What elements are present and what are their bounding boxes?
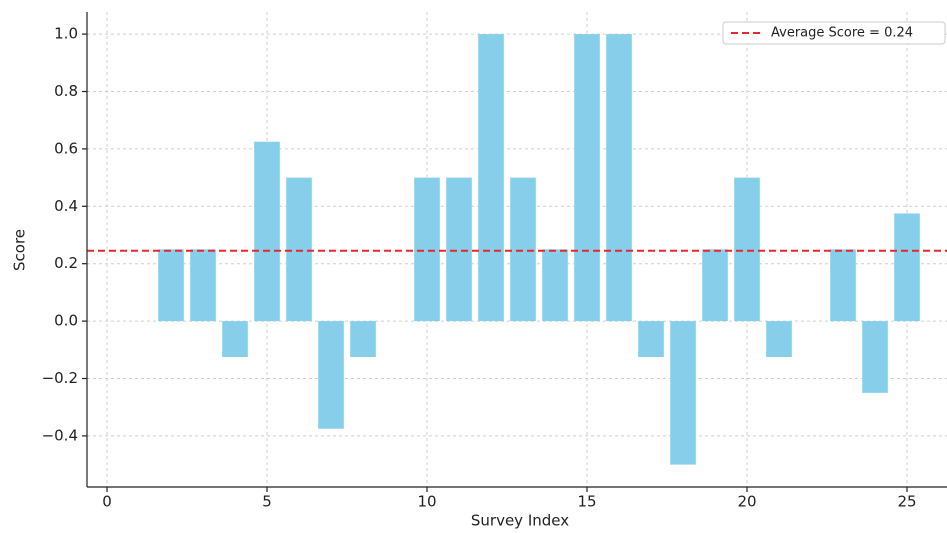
- bar: [318, 321, 344, 429]
- bar: [414, 177, 440, 322]
- bar: [446, 177, 472, 322]
- bar: [606, 34, 632, 322]
- x-axis-label: Survey Index: [471, 512, 569, 530]
- x-tick-label: 5: [262, 493, 272, 511]
- y-tick-label: −0.2: [42, 369, 78, 387]
- bar: [766, 321, 792, 357]
- bar: [830, 249, 856, 322]
- y-tick-label: −0.4: [42, 426, 78, 444]
- bar: [510, 177, 536, 322]
- bar: [190, 249, 216, 322]
- bar: [542, 249, 568, 322]
- x-tick-label: 0: [102, 493, 112, 511]
- legend-label: Average Score = 0.24: [771, 26, 913, 41]
- bar: [862, 321, 888, 393]
- y-tick-label: 0.6: [54, 139, 78, 157]
- bar: [286, 177, 312, 322]
- bar: [702, 249, 728, 322]
- y-tick-label: 0.4: [54, 197, 78, 215]
- bar: [638, 321, 664, 357]
- x-tick-label: 25: [897, 493, 916, 511]
- bar: [734, 177, 760, 322]
- y-tick-label: 0.8: [54, 82, 78, 100]
- x-tick-label: 10: [417, 493, 436, 511]
- x-tick-label: 20: [737, 493, 756, 511]
- x-tick-label: 15: [577, 493, 596, 511]
- y-axis-label: Score: [11, 229, 29, 271]
- bar: [894, 213, 920, 322]
- bar: [350, 321, 376, 357]
- y-tick-label: 0.0: [54, 312, 78, 330]
- bar: [478, 34, 504, 322]
- bar: [158, 249, 184, 322]
- bar: [222, 321, 248, 357]
- bar: [574, 34, 600, 322]
- bar: [670, 321, 696, 465]
- y-tick-label: 1.0: [54, 25, 78, 43]
- bar: [254, 141, 280, 322]
- legend-box: [722, 21, 946, 45]
- y-tick-label: 0.2: [54, 254, 78, 272]
